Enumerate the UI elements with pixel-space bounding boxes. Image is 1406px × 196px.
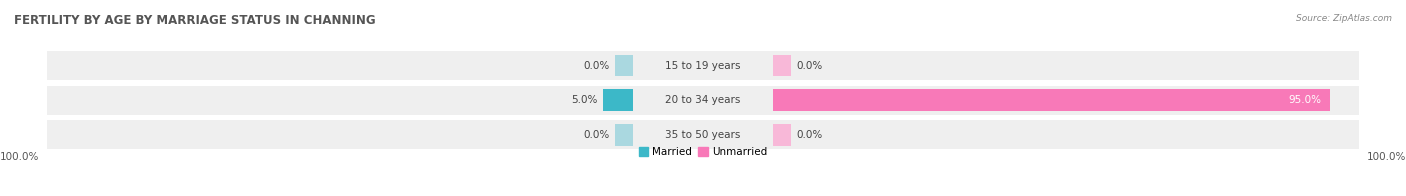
Text: 15 to 19 years: 15 to 19 years (665, 61, 741, 71)
Bar (603, 89, 633, 111)
Text: 0.0%: 0.0% (797, 61, 823, 71)
Bar (616, 55, 633, 76)
Text: 100.0%: 100.0% (1367, 152, 1406, 162)
Text: 0.0%: 0.0% (583, 61, 609, 71)
Bar (46, 51, 1360, 80)
Bar (773, 89, 1330, 111)
Text: 35 to 50 years: 35 to 50 years (665, 130, 741, 140)
Text: 5.0%: 5.0% (571, 95, 598, 105)
Legend: Married, Unmarried: Married, Unmarried (634, 143, 772, 161)
Bar (46, 120, 1360, 149)
Text: 100.0%: 100.0% (0, 152, 39, 162)
Bar (773, 55, 790, 76)
Text: FERTILITY BY AGE BY MARRIAGE STATUS IN CHANNING: FERTILITY BY AGE BY MARRIAGE STATUS IN C… (14, 14, 375, 27)
Bar (773, 124, 790, 145)
Text: 20 to 34 years: 20 to 34 years (665, 95, 741, 105)
Text: 95.0%: 95.0% (1288, 95, 1322, 105)
Bar (616, 124, 633, 145)
Text: 0.0%: 0.0% (583, 130, 609, 140)
Text: Source: ZipAtlas.com: Source: ZipAtlas.com (1296, 14, 1392, 23)
Text: 0.0%: 0.0% (797, 130, 823, 140)
Bar (46, 86, 1360, 115)
